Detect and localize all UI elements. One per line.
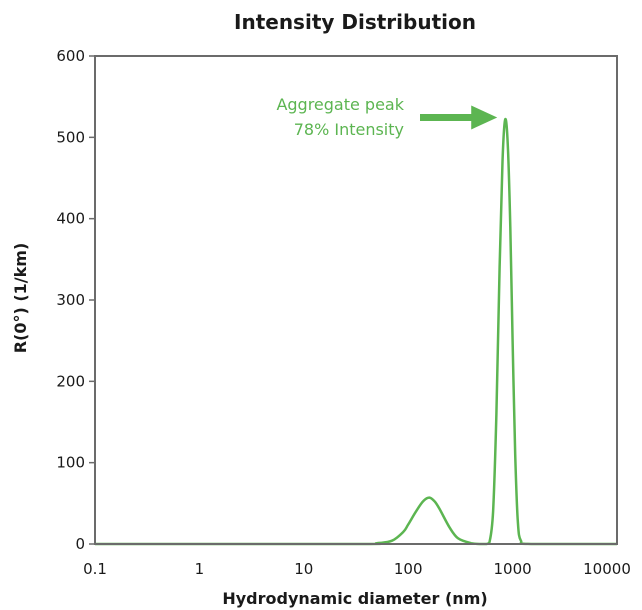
y-tick-label: 100 (56, 454, 85, 472)
y-tick-label: 200 (56, 372, 85, 390)
x-tick-label: 10000 (583, 560, 631, 578)
y-tick-label: 300 (56, 291, 85, 309)
chart-title: Intensity Distribution (234, 10, 476, 34)
y-tick-label: 600 (56, 47, 85, 65)
y-tick-label: 500 (56, 128, 85, 146)
intensity-curve (95, 117, 617, 546)
annotation-line: 78% Intensity (294, 120, 404, 139)
y-tick-label: 400 (56, 210, 85, 228)
axis-ticks: 0 100 200 300 400 500 600 0.1 1 10 100 1000 10000 (56, 47, 631, 578)
y-axis-label: R(0°) (1/km) (11, 243, 30, 354)
x-tick-label: 1 (195, 560, 205, 578)
aggregate-peak-annotation: Aggregate peak 78% Intensity (276, 95, 498, 139)
plot-frame (94, 55, 618, 545)
y-tick-label: 0 (75, 535, 85, 553)
x-axis-label: Hydrodynamic diameter (nm) (222, 589, 487, 608)
x-tick-label: 0.1 (83, 560, 107, 578)
x-tick-label: 10 (294, 560, 313, 578)
annotation-arrow-head (471, 105, 498, 130)
x-tick-label: 100 (394, 560, 423, 578)
x-tick-label: 1000 (494, 560, 532, 578)
annotation-line: Aggregate peak (276, 95, 404, 114)
